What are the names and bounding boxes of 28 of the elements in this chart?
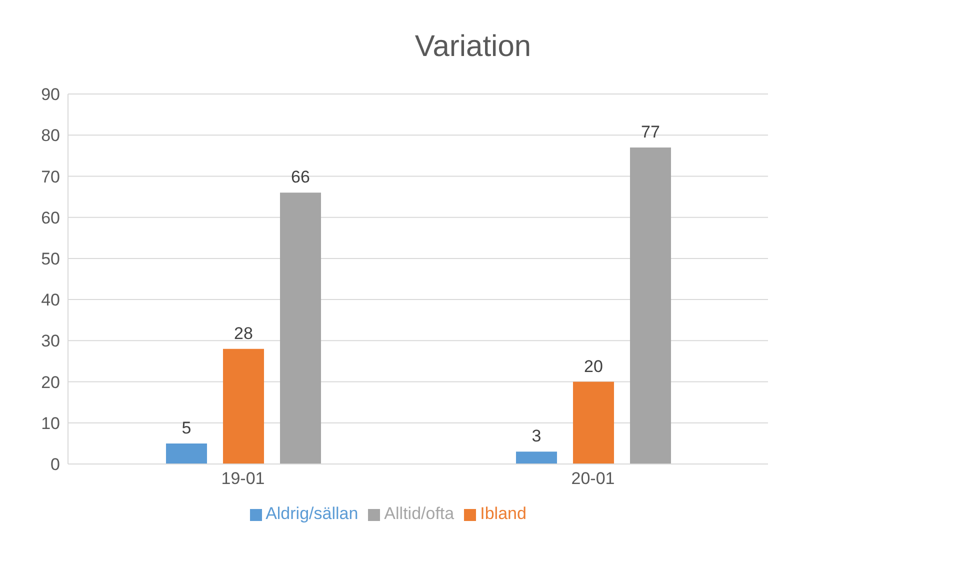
x-tick-label: 20-01 <box>571 469 615 488</box>
y-tick-label: 70 <box>41 167 60 186</box>
bar <box>166 443 207 464</box>
data-label: 66 <box>291 168 310 187</box>
y-tick-label: 20 <box>41 372 60 392</box>
y-tick-label: 60 <box>41 208 60 228</box>
bar <box>280 192 321 464</box>
legend-label: Alltid/ofta <box>384 504 454 523</box>
x-tick-label: 19-01 <box>221 469 265 488</box>
y-tick-label: 10 <box>41 414 60 433</box>
data-label: 5 <box>182 418 192 438</box>
data-label: 28 <box>234 324 253 343</box>
bar <box>630 147 671 464</box>
y-tick-label: 40 <box>41 290 60 310</box>
y-tick-label: 30 <box>41 332 60 351</box>
legend-label: Ibland <box>480 504 526 523</box>
y-tick-label: 90 <box>41 85 60 104</box>
y-tick-label: 80 <box>41 126 60 146</box>
bar <box>573 382 614 464</box>
legend-label: Aldrig/sällan <box>266 504 358 523</box>
bar <box>223 348 264 464</box>
bar <box>516 452 557 464</box>
chart-title: Variation <box>414 30 532 64</box>
data-label: 77 <box>641 122 660 142</box>
y-tick-label: 50 <box>41 249 60 268</box>
data-label: 20 <box>584 356 603 376</box>
y-tick-label: 0 <box>50 455 60 474</box>
data-label: 3 <box>532 426 542 446</box>
